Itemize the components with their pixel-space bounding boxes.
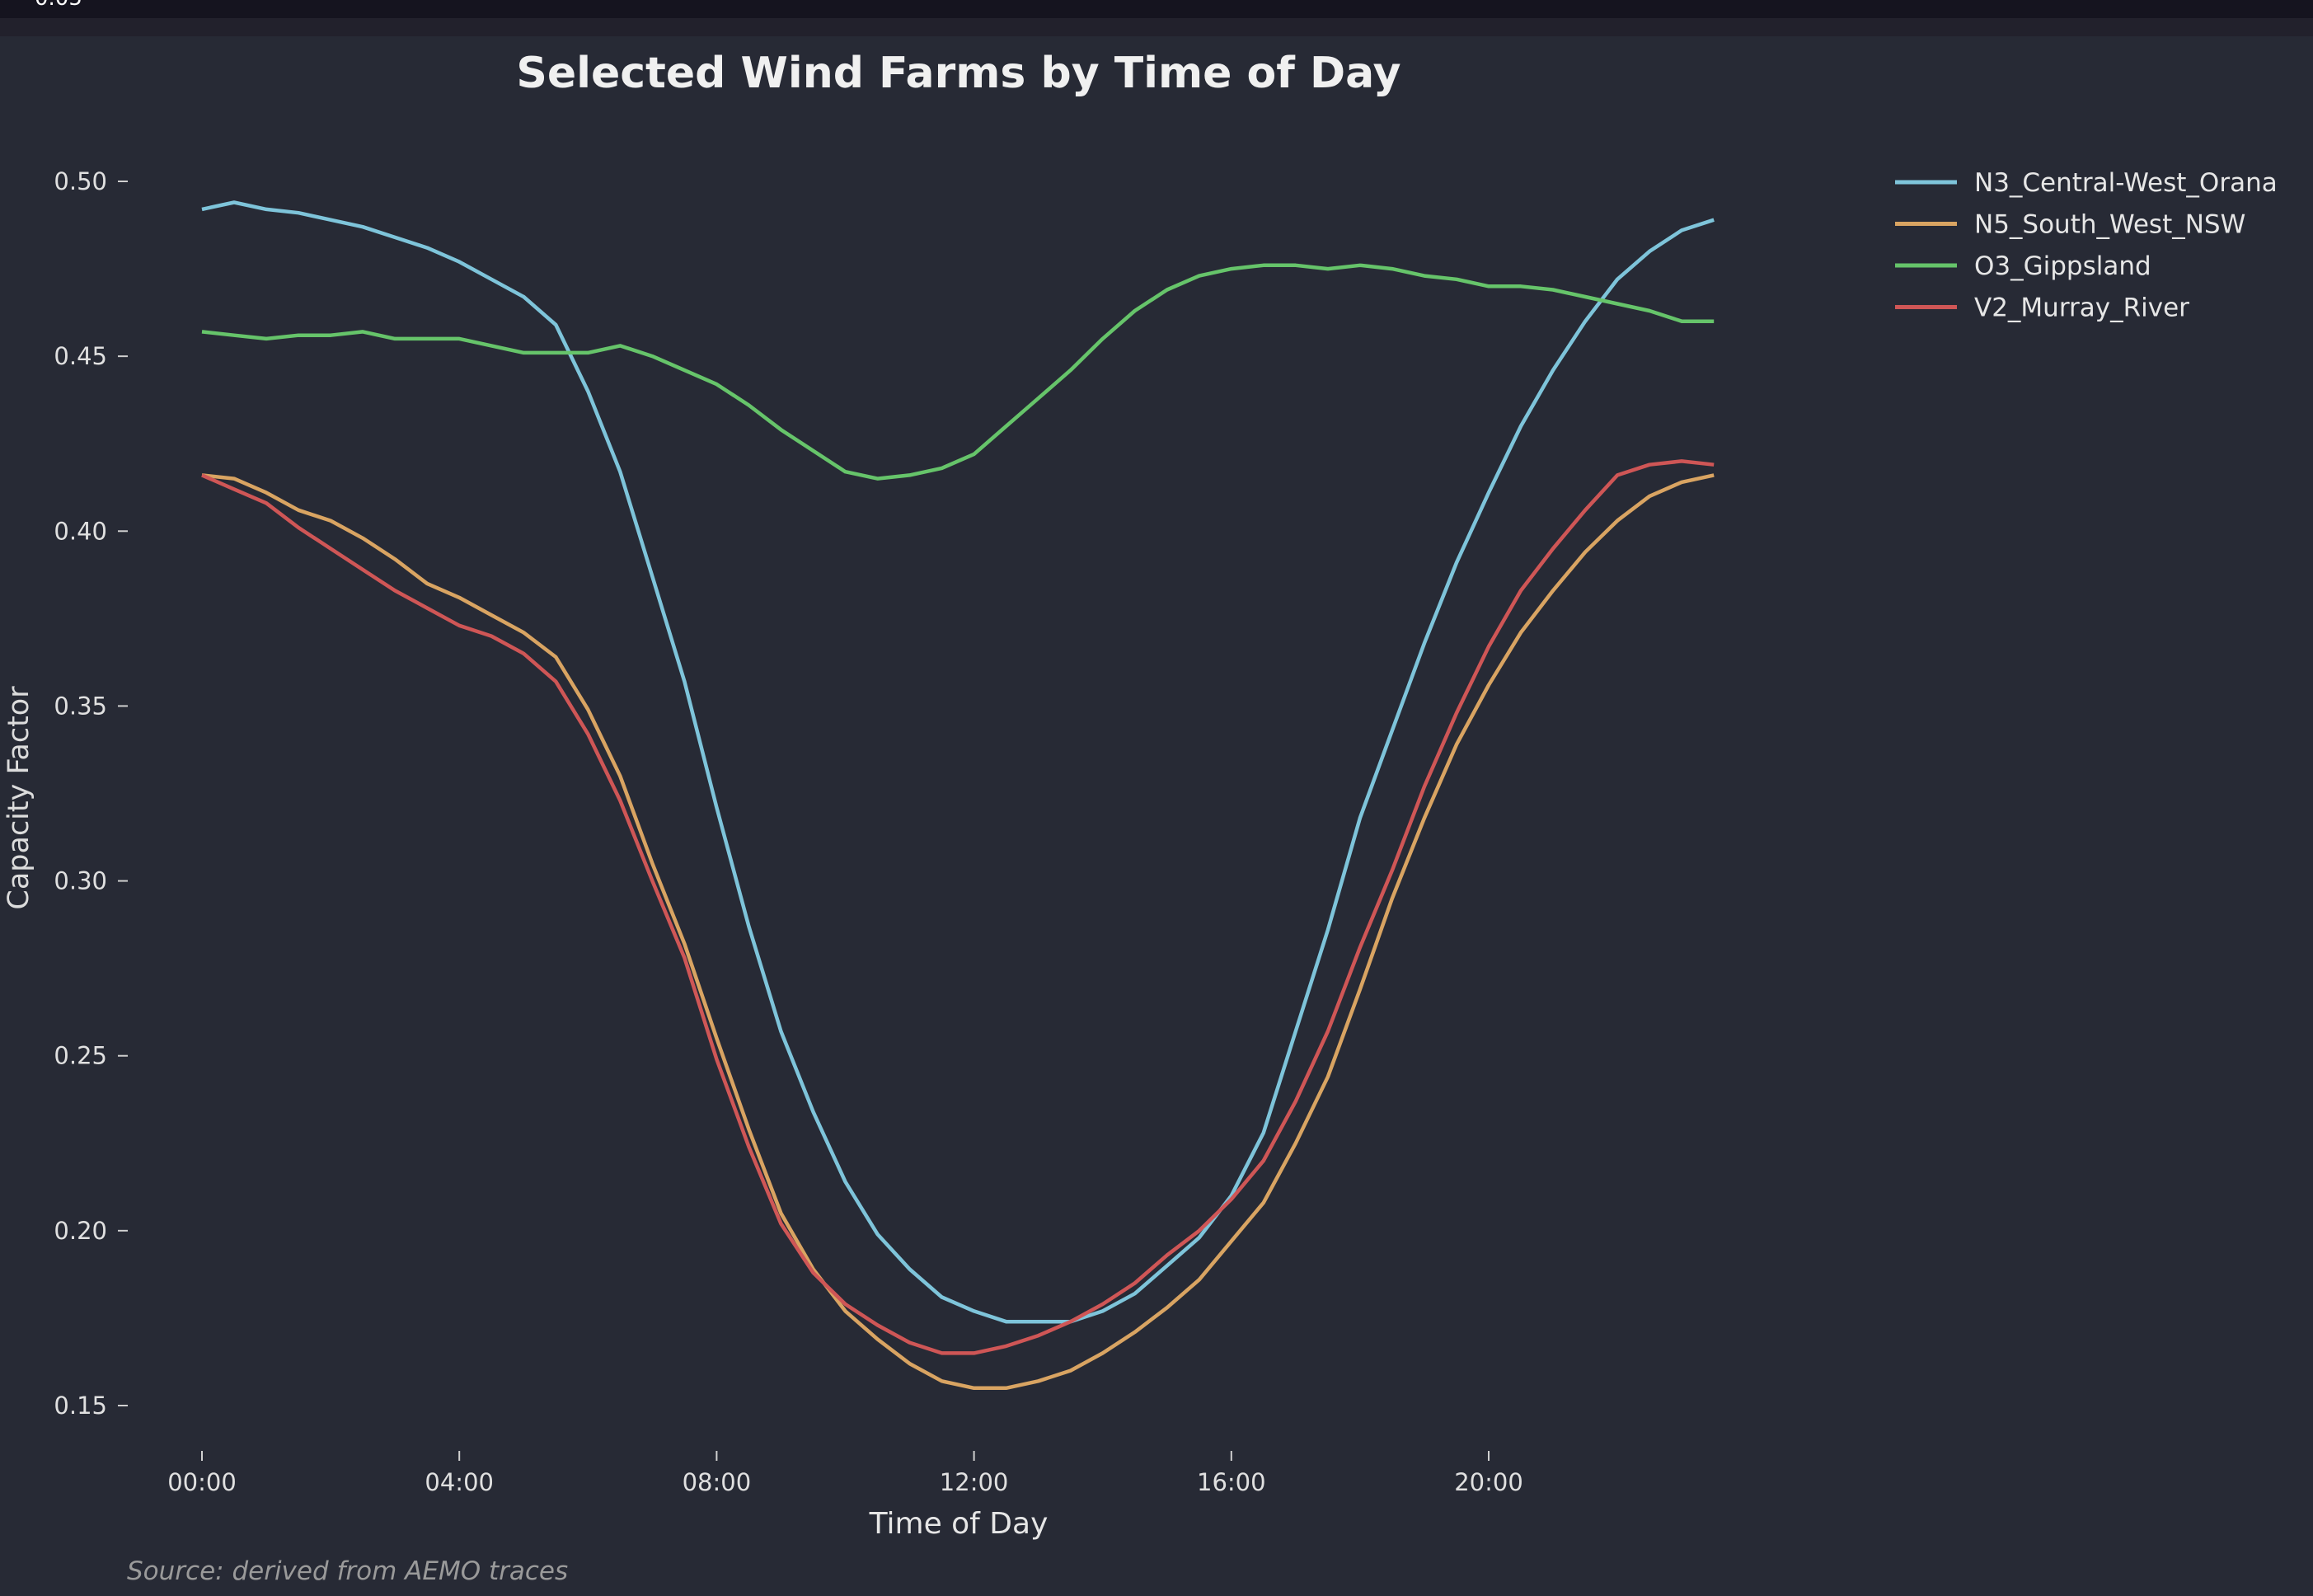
y-tick-label: 0.50 xyxy=(54,167,107,195)
x-tick-label: 12:00 xyxy=(940,1468,1009,1496)
series-line-n3-central-west-orana xyxy=(201,200,1715,1324)
chart-title: Selected Wind Farms by Time of Day xyxy=(516,49,1400,98)
y-tick-label: 0.15 xyxy=(54,1392,107,1420)
legend-item-v2-murray-river: V2_Murray_River xyxy=(1895,293,2189,323)
y-axis: 0.50 0.45 0.40 0.35 0.30 0.25 0.20 0.15 xyxy=(54,167,128,1420)
legend-label: N3_Central-West_Orana xyxy=(1974,168,2278,198)
y-tick-label: 0.40 xyxy=(54,517,107,545)
top-toolbar-strip xyxy=(0,0,2313,18)
top-separator xyxy=(0,18,2313,36)
legend-item-o3-gippsland: O3_Gippsland xyxy=(1895,251,2151,281)
x-tick-label: 08:00 xyxy=(683,1468,752,1496)
y-axis-label: Capacity Factor xyxy=(2,686,35,910)
legend-item-n3-central-west-orana: N3_Central-West_Orana xyxy=(1895,168,2278,198)
legend: N3_Central-West_Orana N5_South_West_NSW O3… xyxy=(1895,168,2278,323)
legend-label: N5_South_West_NSW xyxy=(1974,210,2245,240)
legend-item-n5-south-west-nsw: N5_South_West_NSW xyxy=(1895,210,2245,240)
y-tick-label: 0.25 xyxy=(54,1042,107,1070)
x-tick-label: 00:00 xyxy=(167,1468,237,1496)
chart-background xyxy=(0,36,2313,1596)
x-tick-label: 04:00 xyxy=(425,1468,494,1496)
source-note: Source: derived from AEMO traces xyxy=(127,1556,568,1586)
x-axis: 00:00 04:00 08:00 12:00 16:00 20:00 xyxy=(167,1451,1523,1496)
series-line-v2-murray-river xyxy=(201,459,1715,1355)
y-tick-label: 0.45 xyxy=(54,342,107,370)
series-line-o3-gippsland xyxy=(201,263,1715,481)
plot-lines xyxy=(201,200,1715,1391)
y-tick-label: 0.35 xyxy=(54,692,107,720)
legend-label: V2_Murray_River xyxy=(1974,293,2189,323)
series-n5-south-west-nsw xyxy=(201,473,1715,1391)
series-v2-murray-river xyxy=(201,459,1715,1355)
series-o3-gippsland xyxy=(201,263,1715,481)
legend-label: O3_Gippsland xyxy=(1974,251,2151,281)
x-tick-label: 16:00 xyxy=(1197,1468,1266,1496)
y-tick-label: 0.30 xyxy=(54,867,107,895)
x-tick-label: 20:00 xyxy=(1454,1468,1523,1496)
y-tick-label: 0.20 xyxy=(54,1217,107,1245)
series-line-n5-south-west-nsw xyxy=(201,473,1715,1391)
x-axis-label: Time of Day xyxy=(869,1507,1049,1541)
cut-off-label: 0.05 xyxy=(35,0,82,11)
